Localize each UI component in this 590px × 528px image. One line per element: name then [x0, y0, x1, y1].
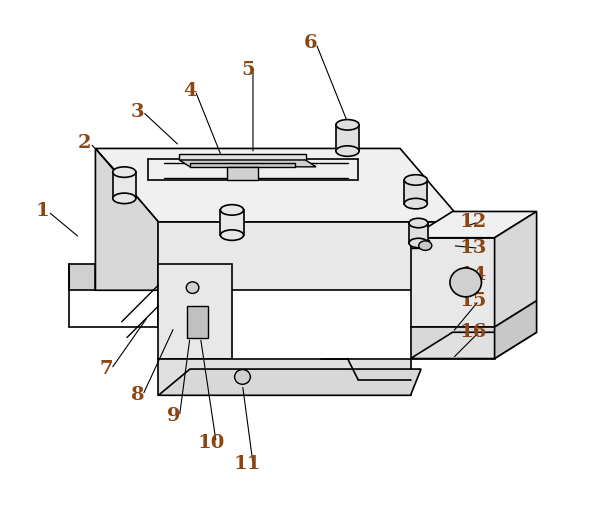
Polygon shape [190, 163, 295, 167]
Polygon shape [411, 212, 536, 238]
Polygon shape [411, 327, 494, 359]
Text: 1: 1 [36, 202, 50, 221]
Text: 10: 10 [197, 433, 225, 451]
Text: 7: 7 [99, 360, 113, 378]
Polygon shape [159, 222, 463, 290]
Ellipse shape [186, 282, 199, 294]
Polygon shape [69, 264, 96, 290]
Text: 5: 5 [241, 61, 254, 79]
Polygon shape [494, 301, 536, 359]
Ellipse shape [336, 119, 359, 130]
Text: 14: 14 [460, 266, 487, 284]
Text: 2: 2 [78, 134, 91, 152]
Ellipse shape [336, 146, 359, 156]
Polygon shape [159, 359, 411, 395]
Polygon shape [411, 332, 536, 359]
Polygon shape [96, 148, 159, 290]
Polygon shape [113, 172, 136, 199]
Polygon shape [179, 154, 306, 160]
Polygon shape [404, 180, 427, 204]
Polygon shape [409, 223, 428, 243]
Text: 15: 15 [460, 292, 487, 310]
Polygon shape [179, 160, 316, 167]
Ellipse shape [450, 268, 481, 297]
Ellipse shape [235, 370, 250, 384]
Polygon shape [411, 240, 429, 248]
Polygon shape [96, 148, 463, 222]
Polygon shape [411, 238, 494, 327]
Ellipse shape [221, 205, 244, 215]
Text: 4: 4 [183, 82, 196, 100]
Ellipse shape [404, 175, 427, 185]
Polygon shape [227, 167, 258, 180]
Text: 3: 3 [130, 102, 144, 121]
Ellipse shape [419, 241, 432, 250]
Text: 9: 9 [168, 407, 181, 426]
Ellipse shape [113, 193, 136, 204]
Polygon shape [188, 306, 208, 337]
Text: 8: 8 [130, 386, 144, 404]
Polygon shape [336, 125, 359, 151]
Ellipse shape [409, 218, 428, 228]
Text: 13: 13 [460, 239, 487, 257]
Polygon shape [494, 212, 536, 327]
Polygon shape [159, 369, 421, 395]
Text: 11: 11 [234, 455, 261, 473]
Ellipse shape [221, 230, 244, 240]
Ellipse shape [404, 199, 427, 209]
Ellipse shape [409, 238, 428, 248]
Text: 6: 6 [304, 34, 317, 52]
Text: 16: 16 [460, 323, 487, 341]
Ellipse shape [113, 167, 136, 177]
Polygon shape [221, 210, 244, 235]
Polygon shape [159, 264, 232, 359]
Text: 12: 12 [460, 213, 487, 231]
